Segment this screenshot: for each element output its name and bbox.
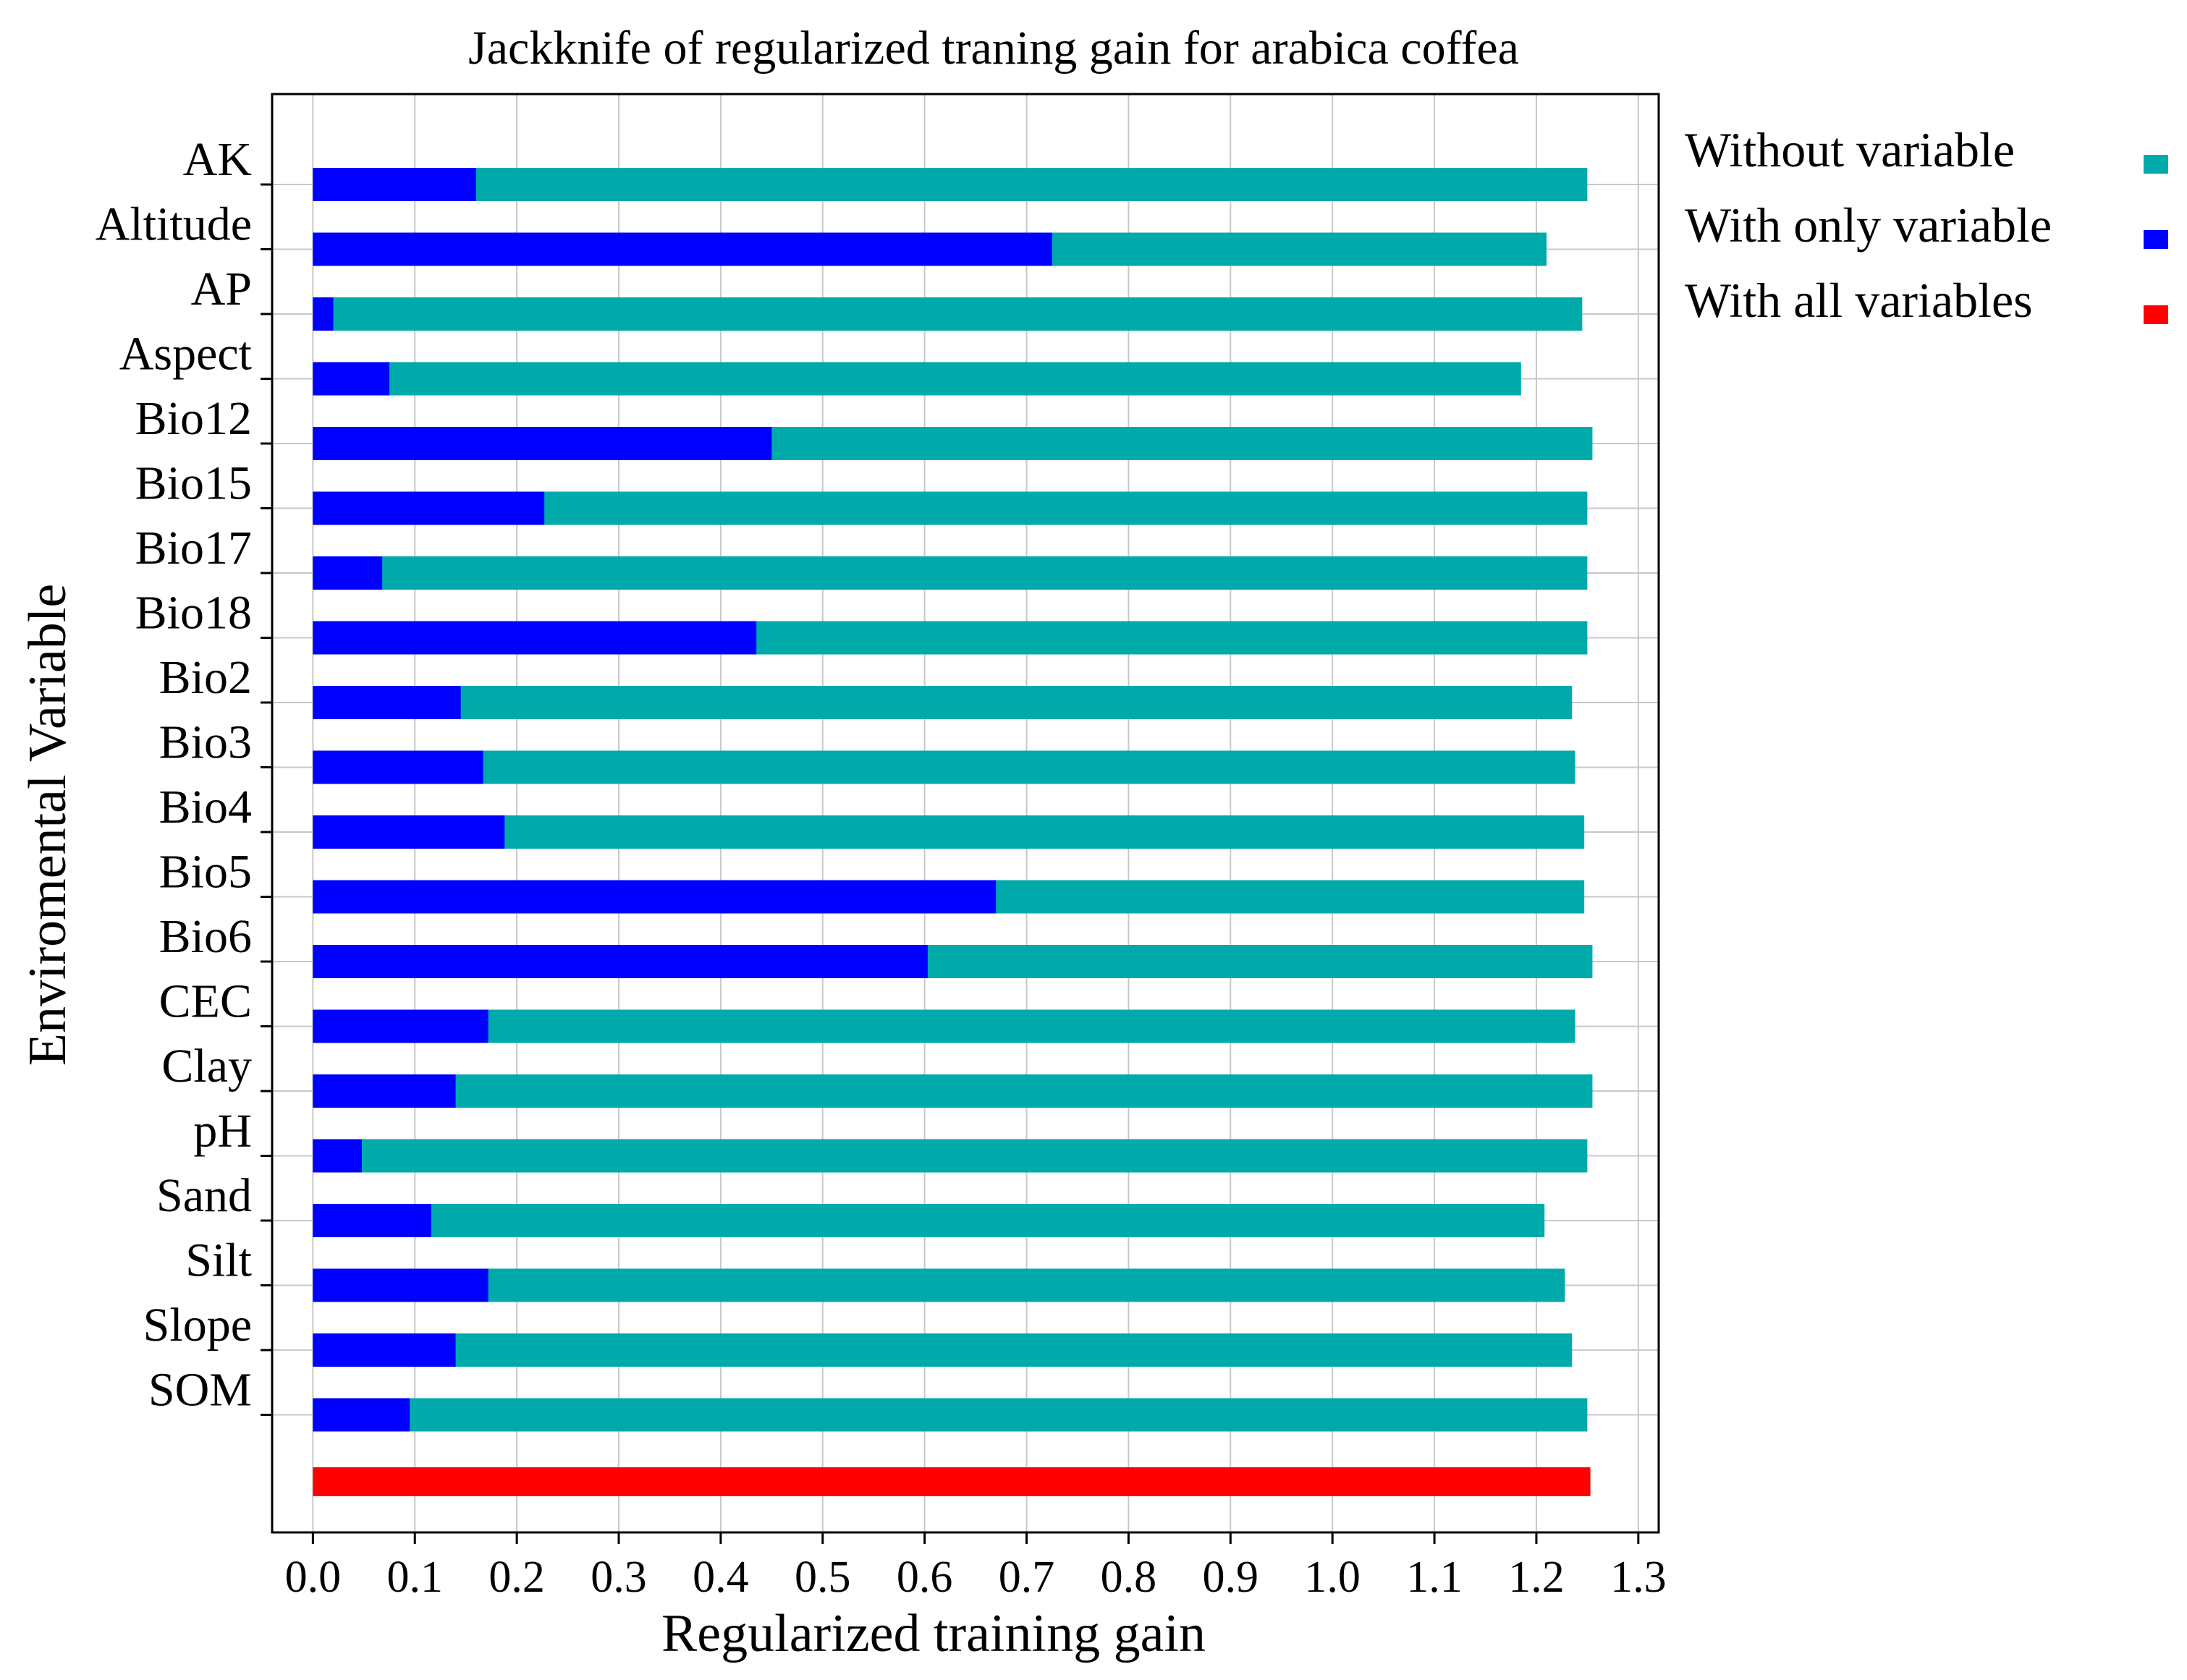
category-label: Bio4 — [159, 781, 252, 833]
category-label: Bio18 — [135, 587, 252, 640]
category-label: Silt — [185, 1234, 252, 1287]
bar-without-variable — [313, 1074, 1593, 1108]
category-label: Clay — [161, 1040, 252, 1093]
x-tick-label: 1.1 — [1406, 1553, 1463, 1602]
chart-title: Jackknife of regularized traning gain fo… — [468, 22, 1519, 75]
bar-with-only-variable — [313, 815, 505, 849]
bar-without-variable — [313, 1333, 1573, 1367]
x-tick-label: 1.0 — [1304, 1553, 1361, 1602]
x-axis-title: Regularized training gain — [661, 1604, 1206, 1663]
bar-without-variable — [313, 556, 1588, 590]
legend-swatch — [2144, 305, 2168, 324]
category-label: Altitude — [96, 198, 252, 251]
bar-with-only-variable — [313, 1204, 431, 1237]
bar-with-only-variable — [313, 427, 772, 460]
x-tick-label: 0.1 — [386, 1553, 443, 1602]
x-tick-label: 1.3 — [1610, 1553, 1667, 1602]
bar-with-only-variable — [313, 1009, 488, 1043]
x-tick-label: 0.7 — [999, 1553, 1055, 1602]
bar-with-all-variables — [313, 1467, 1591, 1496]
x-tick-label: 0.6 — [897, 1553, 953, 1602]
bar-with-only-variable — [313, 880, 997, 914]
legend-label: With all variables — [1685, 273, 2033, 328]
bar-without-variable — [313, 1398, 1588, 1432]
bar-without-variable — [313, 815, 1585, 849]
bar-without-variable — [313, 686, 1573, 719]
y-axis-title: Enviromental Variable — [18, 584, 77, 1066]
category-label: Aspect — [119, 328, 252, 381]
legend-swatch — [2144, 230, 2168, 249]
category-label: CEC — [159, 975, 252, 1028]
category-label: AP — [191, 263, 252, 315]
bar-without-variable — [313, 1204, 1545, 1237]
x-tick-label: 0.0 — [285, 1553, 342, 1602]
ticks: 0.0 0.1 0.2 0.3 0.4 0.5 0.6 0.7 0.8 0.9 1.0 1.1 1.2 1… — [96, 133, 1667, 1602]
bar-with-only-variable — [313, 1268, 488, 1302]
bar-with-only-variable — [313, 297, 334, 331]
bar-without-variable — [313, 297, 1583, 331]
bar-with-only-variable — [313, 945, 928, 978]
category-label: Bio15 — [135, 457, 252, 510]
bar-with-only-variable — [313, 1398, 410, 1432]
bar-with-only-variable — [313, 362, 390, 396]
category-label: Bio3 — [159, 716, 252, 769]
x-tick-label: 0.5 — [795, 1553, 851, 1602]
legend-swatch — [2144, 155, 2168, 174]
category-label: Slope — [143, 1299, 252, 1352]
category-label: SOM — [148, 1364, 252, 1417]
bar-without-variable — [313, 1268, 1565, 1302]
bar-without-variable — [313, 362, 1521, 396]
bar-with-only-variable — [313, 750, 483, 784]
x-tick-label: 0.9 — [1203, 1553, 1259, 1602]
bar-with-only-variable — [313, 1333, 456, 1367]
category-label: Bio12 — [135, 392, 252, 445]
x-tick-label: 0.2 — [488, 1553, 545, 1602]
legend-label: With only variable — [1685, 198, 2052, 253]
x-tick-label: 0.8 — [1101, 1553, 1157, 1602]
bar-with-only-variable — [313, 556, 383, 590]
category-label: Bio2 — [159, 651, 252, 704]
bar-with-only-variable — [313, 1139, 362, 1173]
category-label: Bio6 — [159, 910, 252, 963]
bars — [313, 168, 1593, 1496]
legend-label: Without variable — [1685, 122, 2015, 177]
x-tick-label: 0.4 — [693, 1553, 749, 1602]
bar-with-only-variable — [313, 232, 1052, 266]
legend: Without variable With only variable With a… — [1685, 122, 2168, 328]
category-label: pH — [193, 1105, 252, 1158]
bar-with-only-variable — [313, 1074, 456, 1108]
bar-with-only-variable — [313, 168, 476, 201]
bar-with-only-variable — [313, 491, 545, 525]
bar-without-variable — [313, 750, 1575, 784]
bar-without-variable — [313, 1009, 1575, 1043]
category-label: AK — [183, 133, 252, 186]
x-tick-label: 0.3 — [591, 1553, 647, 1602]
category-label: Bio17 — [135, 522, 252, 574]
bar-with-only-variable — [313, 686, 461, 719]
plot-frame — [271, 93, 1660, 1534]
x-tick-label: 1.2 — [1508, 1553, 1565, 1602]
bar-without-variable — [313, 1139, 1588, 1173]
category-label: Sand — [156, 1169, 252, 1222]
bar-with-only-variable — [313, 621, 757, 655]
category-label: Bio5 — [159, 846, 252, 899]
bar-without-variable — [313, 168, 1588, 201]
